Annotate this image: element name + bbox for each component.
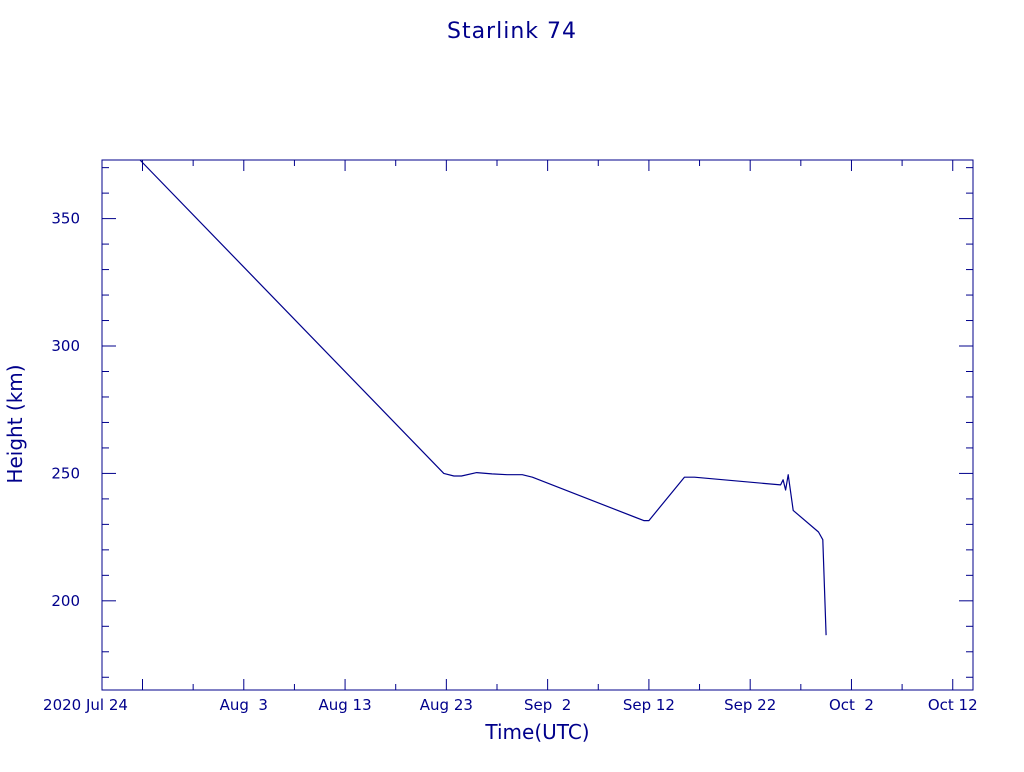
plot-frame (101, 159, 974, 691)
tick-labels-layer: 2020 Jul 24 Aug 3 Aug 13 Aug 23 Sep 2 Sep 12 S… (43, 210, 978, 714)
x-tick-label: Sep 2 (524, 696, 571, 714)
y-axis-label: Height (km) (3, 364, 27, 483)
x-tick-label: Aug 23 (420, 696, 473, 714)
x-tick-label: 2020 Jul 24 (43, 696, 128, 714)
x-tick-label: Sep 12 (623, 696, 675, 714)
series-layer (139, 159, 827, 636)
x-axis-label: Time(UTC) (484, 720, 589, 744)
y-tick-label: 350 (51, 210, 80, 228)
x-tick-label: Sep 22 (724, 696, 776, 714)
y-tick-label: 300 (51, 337, 80, 355)
x-tick-label: Aug 3 (220, 696, 268, 714)
x-tick-label: Oct 2 (829, 696, 874, 714)
y-tick-label: 200 (51, 592, 80, 610)
chart-title: Starlink 74 (447, 19, 577, 44)
series-line (139, 159, 827, 636)
y-tick-label: 250 (51, 464, 80, 482)
ticks-layer (102, 160, 973, 690)
x-tick-label: Aug 13 (318, 696, 371, 714)
x-tick-label: Oct 12 (928, 696, 978, 714)
